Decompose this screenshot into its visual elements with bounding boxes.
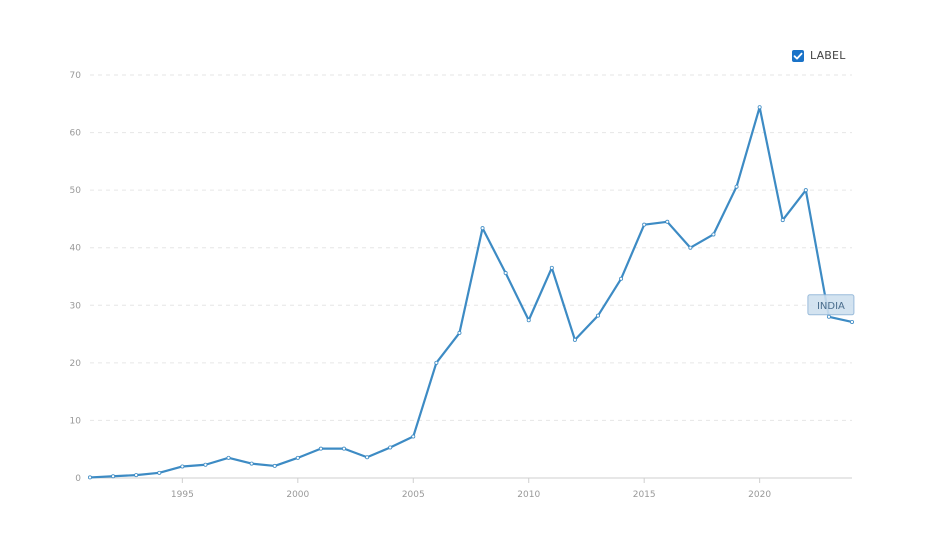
label-checkbox[interactable]: [792, 49, 804, 62]
data-point: [619, 276, 624, 281]
series-label-box: [807, 294, 855, 316]
gridlines: [90, 74, 852, 479]
data-point: [434, 360, 439, 365]
label-toggle-text: LABEL: [810, 49, 846, 62]
x-tick-label: 2015: [633, 490, 656, 500]
data-point: [411, 434, 416, 439]
y-tick-label: 30: [70, 301, 82, 311]
data-point: [734, 184, 739, 189]
data-point: [549, 265, 554, 270]
data-point: [226, 455, 231, 460]
data-point: [826, 314, 831, 319]
x-tick-label: 2010: [517, 490, 540, 500]
series-line: [89, 106, 853, 479]
data-point: [457, 330, 462, 335]
data-point: [111, 474, 116, 479]
data-point: [711, 232, 716, 237]
data-point: [780, 218, 785, 223]
data-point: [480, 226, 485, 231]
checkmark-icon: [792, 49, 804, 62]
y-tick-label: 0: [75, 474, 81, 484]
data-point: [341, 446, 346, 451]
data-point: [318, 446, 323, 451]
y-tick-label: 20: [70, 359, 82, 369]
series-label-text: INDIA: [817, 301, 845, 312]
y-tick-label: 70: [70, 71, 82, 81]
y-tick-label: 60: [70, 129, 82, 139]
data-point: [295, 455, 300, 460]
data-point: [503, 271, 508, 276]
data-point: [272, 463, 277, 468]
data-point: [665, 219, 670, 224]
data-point: [365, 455, 370, 460]
axes: 0 10 20 30 40 50 60 70 1995 2000 2005 2010 2015 2020: [70, 71, 772, 500]
x-tick-label: 2000: [286, 490, 309, 500]
data-point: [596, 313, 601, 318]
data-point: [249, 461, 254, 466]
data-point: [526, 318, 531, 323]
series-layer: [88, 105, 855, 480]
data-point: [157, 470, 162, 475]
x-tick-label: 2020: [748, 490, 771, 500]
y-tick-label: 40: [70, 244, 82, 254]
data-point: [803, 188, 808, 193]
data-point: [88, 475, 93, 480]
label-toggle[interactable]: LABEL: [792, 49, 846, 62]
data-point: [180, 464, 185, 469]
series-label: INDIA: [807, 294, 855, 316]
x-tick-label: 2005: [402, 490, 425, 500]
series-label-layer: INDIA: [807, 294, 855, 316]
data-point: [688, 245, 693, 250]
y-tick-label: 10: [70, 416, 82, 426]
data-point: [572, 337, 577, 342]
data-point: [850, 319, 855, 324]
data-point: [642, 222, 647, 227]
x-tick-label: 1995: [171, 490, 194, 500]
data-point: [388, 445, 393, 450]
data-point: [757, 105, 762, 110]
data-point: [134, 473, 139, 478]
y-tick-label: 50: [70, 186, 82, 196]
data-point: [203, 462, 208, 467]
